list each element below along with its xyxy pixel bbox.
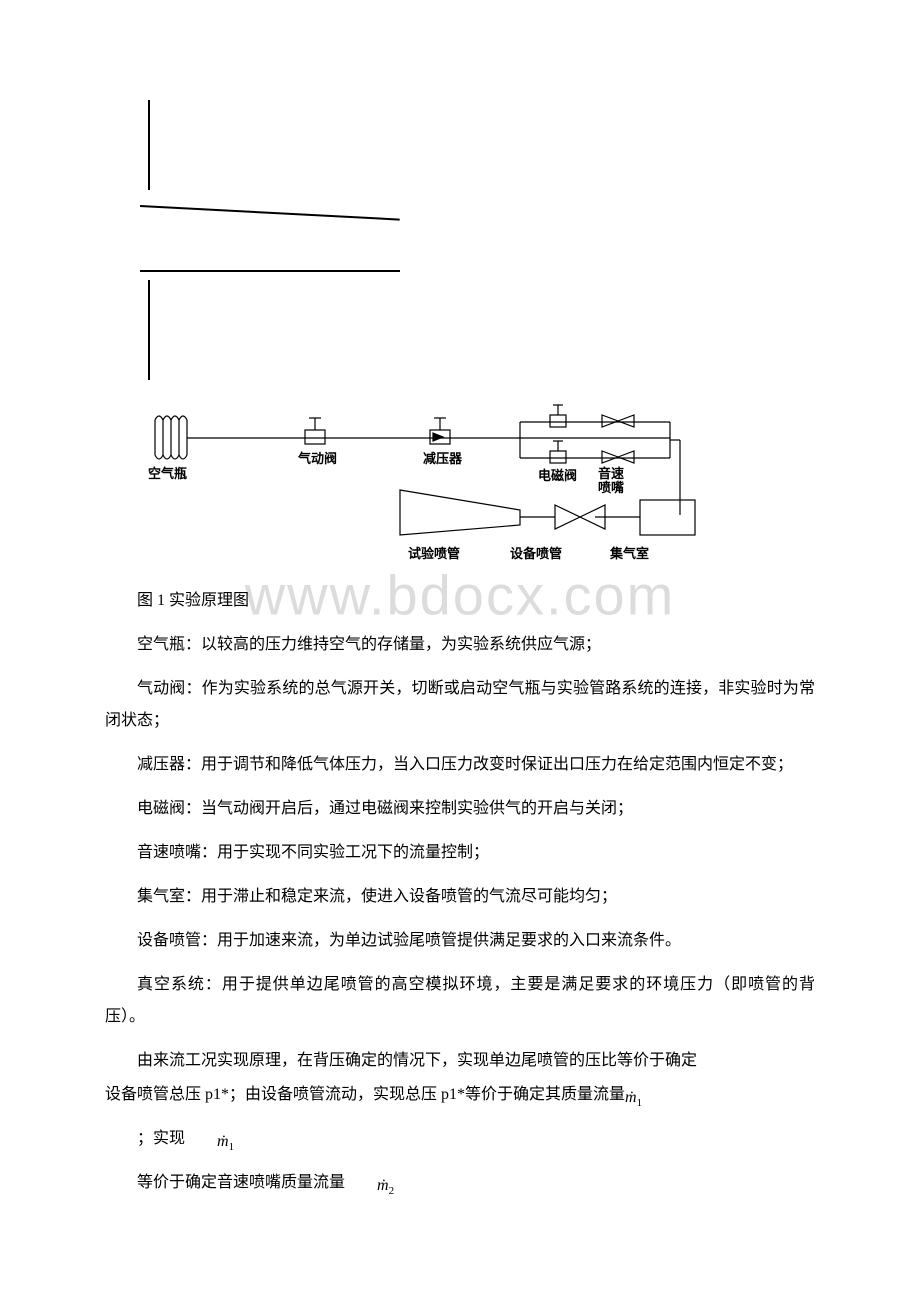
- para-equip-nozzle: 设备喷管：用于加速来流，为单边试验尾喷管提供满足要求的入口来流条件。: [105, 925, 815, 957]
- label-sonic-nozzle-1: 音速: [598, 466, 624, 481]
- para-principle-2: 设备喷管总压 p1*；由设备喷管流动，实现总压 p1*等价于确定其质量流量ṁ1: [105, 1079, 815, 1111]
- experiment-schematic: 空气瓶 气动阀 减压器 电磁阀 音速 喷嘴 试验喷管 设备喷管 集气室: [140, 400, 800, 580]
- label-reducer: 减压器: [423, 451, 463, 466]
- para-solenoid: 电磁阀：当气动阀开启后，通过电磁阀来控制实验供气的开启与关闭；: [105, 793, 815, 825]
- document-body: 图 1 实验原理图 空气瓶：以较高的压力维持空气的存储量，为实验系统供应气源； …: [105, 585, 815, 1212]
- label-test-nozzle: 试验喷管: [408, 546, 460, 561]
- label-solenoid: 电磁阀: [538, 468, 577, 483]
- label-pneumatic-valve: 气动阀: [298, 451, 337, 466]
- line-segment: [140, 205, 400, 221]
- para-principle-3: ；实现ṁ1: [105, 1123, 815, 1155]
- para-reducer: 减压器：用于调节和降低气体压力，当入口压力改变时保证出口压力在给定范围内恒定不变…: [105, 749, 815, 781]
- math-m2: ṁ2: [345, 1170, 394, 1202]
- label-equip-nozzle: 设备喷管: [510, 546, 562, 561]
- para-principle-1: 由来流工况实现原理，在背压确定的情况下，实现单边尾喷管的压比等价于确定: [105, 1045, 815, 1077]
- label-air-bottle: 空气瓶: [148, 466, 187, 481]
- para-sonic-nozzle: 音速喷嘴：用于实现不同实验工况下的流量控制；: [105, 837, 815, 869]
- line-segment: [148, 280, 150, 380]
- para-principle-4: 等价于确定音速喷嘴质量流量ṁ2: [105, 1167, 815, 1199]
- math-m1: ṁ1: [625, 1082, 642, 1114]
- para-vacuum: 真空系统：用于提供单边尾喷管的高空模拟环境，主要是满足要求的环境压力（即喷管的背…: [105, 969, 815, 1033]
- line-segment: [148, 100, 150, 190]
- figure-caption: 图 1 实验原理图: [105, 585, 815, 617]
- label-sonic-nozzle-2: 喷嘴: [598, 480, 624, 495]
- para-plenum: 集气室：用于滞止和稳定来流，使进入设备喷管的气流尽可能均匀；: [105, 881, 815, 913]
- para-air-bottle: 空气瓶：以较高的压力维持空气的存储量，为实验系统供应气源；: [105, 629, 815, 661]
- math-m1-b: ṁ1: [185, 1126, 234, 1158]
- label-plenum: 集气室: [609, 546, 649, 561]
- line-segment: [140, 270, 400, 272]
- para-pneumatic-valve: 气动阀：作为实验系统的总气源开关，切断或启动空气瓶与实验管路系统的连接，非实验时…: [105, 673, 815, 737]
